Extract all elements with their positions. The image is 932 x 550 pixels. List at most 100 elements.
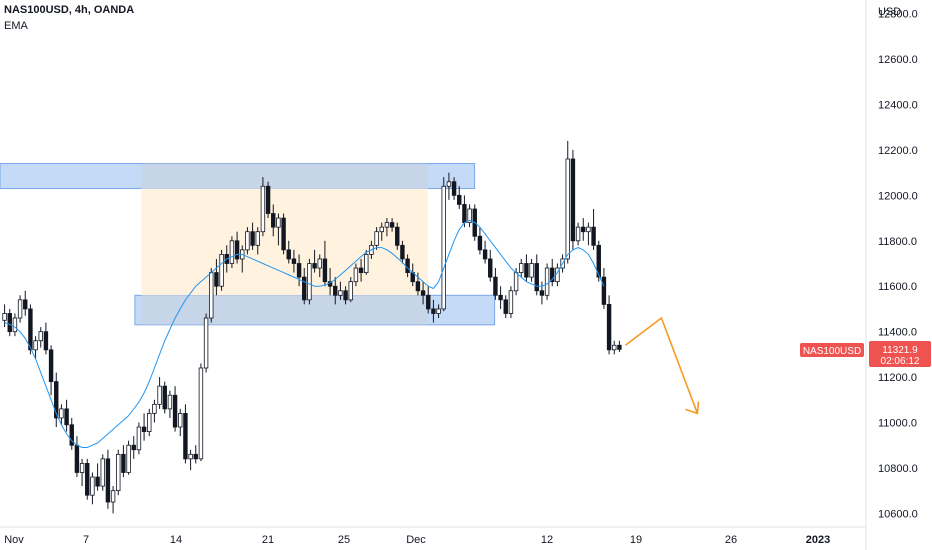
candle-body bbox=[38, 331, 43, 342]
candle-body bbox=[353, 267, 359, 283]
candle-body bbox=[250, 231, 255, 246]
candle-body bbox=[198, 367, 204, 460]
candle bbox=[544, 263, 550, 300]
candle bbox=[358, 258, 364, 282]
candle-body bbox=[157, 385, 162, 405]
last-price-text: 11321.9 bbox=[882, 345, 918, 356]
candle bbox=[64, 399, 69, 432]
candle bbox=[198, 363, 204, 462]
candle bbox=[281, 213, 286, 255]
candle-body bbox=[477, 235, 483, 251]
candle bbox=[426, 286, 431, 314]
candle-body bbox=[193, 453, 198, 460]
candle-body bbox=[100, 458, 105, 487]
candle-body bbox=[524, 263, 529, 278]
candle bbox=[519, 258, 524, 278]
candle-body bbox=[245, 231, 250, 251]
candle bbox=[100, 454, 105, 491]
candle-body bbox=[162, 385, 167, 410]
candle bbox=[296, 254, 302, 287]
candle-body bbox=[291, 258, 297, 264]
candle-body bbox=[214, 272, 219, 287]
candle bbox=[384, 218, 390, 237]
candle-body bbox=[17, 299, 23, 319]
indicator-label[interactable]: EMA bbox=[4, 20, 28, 32]
candle bbox=[214, 258, 219, 296]
candle-body bbox=[503, 299, 508, 314]
candle bbox=[105, 449, 111, 509]
candle bbox=[606, 295, 612, 355]
candle-body bbox=[539, 290, 545, 296]
candle-body bbox=[48, 349, 54, 383]
candle-body bbox=[338, 290, 343, 296]
candle-body bbox=[178, 413, 183, 428]
candle bbox=[7, 308, 12, 337]
time-tick-label: Dec bbox=[406, 534, 426, 546]
candle bbox=[534, 254, 539, 296]
zone-overlap-support bbox=[141, 295, 429, 325]
candle-body bbox=[79, 462, 85, 473]
candle-body bbox=[167, 394, 173, 410]
candle-body bbox=[606, 303, 612, 351]
candle bbox=[477, 227, 483, 255]
candle bbox=[374, 227, 379, 250]
time-tick-label: Nov bbox=[4, 534, 24, 546]
price-tick-label: 11400.0 bbox=[878, 327, 917, 339]
candle-body bbox=[265, 185, 271, 214]
candle-body bbox=[374, 231, 379, 246]
candle-body bbox=[436, 308, 441, 314]
candle-body bbox=[33, 340, 38, 351]
candle bbox=[69, 417, 74, 450]
candle bbox=[348, 277, 353, 303]
candle bbox=[85, 458, 90, 500]
candle-body bbox=[23, 299, 28, 310]
candle-body bbox=[317, 258, 322, 269]
candle bbox=[265, 181, 271, 219]
candle bbox=[539, 281, 545, 305]
candle bbox=[617, 340, 622, 353]
candle-body bbox=[550, 267, 555, 283]
candle bbox=[276, 213, 281, 246]
candle-body bbox=[405, 258, 410, 273]
candle-body bbox=[612, 344, 617, 351]
candle-body bbox=[570, 158, 576, 242]
candle-body bbox=[69, 424, 74, 446]
candle bbox=[110, 486, 116, 514]
candle-body bbox=[513, 272, 519, 292]
candle-body bbox=[426, 294, 431, 310]
candle bbox=[245, 227, 250, 255]
candle-body bbox=[389, 222, 395, 228]
candle-body bbox=[575, 226, 581, 242]
candle bbox=[508, 286, 514, 319]
candle-body bbox=[488, 258, 493, 278]
candle bbox=[312, 249, 317, 273]
candles-layer bbox=[2, 140, 622, 514]
candle bbox=[250, 222, 255, 250]
candle bbox=[420, 281, 426, 305]
candle-body bbox=[255, 231, 260, 246]
candle-body bbox=[28, 308, 33, 351]
candle bbox=[229, 236, 235, 269]
candle bbox=[48, 345, 54, 396]
projection-arrowhead bbox=[685, 401, 700, 415]
candle-body bbox=[234, 240, 240, 260]
time-tick-label: 14 bbox=[170, 534, 182, 546]
candle bbox=[33, 336, 38, 359]
candle-body bbox=[400, 244, 405, 260]
candle bbox=[333, 277, 338, 305]
price-tick-label: 11200.0 bbox=[878, 372, 917, 384]
candle bbox=[446, 172, 452, 200]
candle bbox=[286, 240, 291, 264]
candle bbox=[23, 290, 28, 316]
candle-body bbox=[498, 294, 503, 301]
candle-body bbox=[229, 240, 235, 264]
candle bbox=[395, 222, 400, 250]
candle bbox=[451, 177, 457, 200]
time-tick-label: 21 bbox=[262, 534, 274, 546]
candle bbox=[493, 268, 498, 300]
candle bbox=[219, 249, 224, 291]
ema-line bbox=[4, 219, 605, 448]
time-tick-label: 19 bbox=[630, 534, 642, 546]
candle-body bbox=[493, 276, 498, 296]
